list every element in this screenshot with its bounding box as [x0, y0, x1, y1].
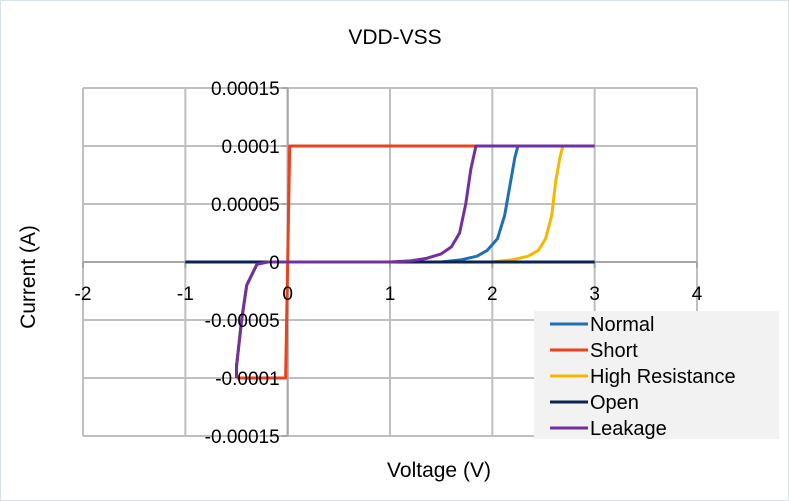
y-tick-label: 0.00015 [211, 79, 280, 100]
x-tick-label: -2 [75, 284, 92, 305]
x-tick-label: -1 [177, 284, 194, 305]
y-tick-label: 0.00005 [211, 195, 280, 216]
x-tick-label: 1 [385, 284, 396, 305]
y-tick-label: 0.0001 [222, 137, 280, 158]
chart-title: VDD-VSS [348, 26, 441, 49]
legend-label-leakage: Leakage [590, 418, 667, 440]
y-tick-label: -0.0001 [215, 369, 279, 390]
x-tick-label: 4 [692, 284, 703, 305]
legend-label-high-resistance: High Resistance [590, 366, 736, 388]
legend-label-open: Open [590, 392, 639, 414]
x-axis-label: Voltage (V) [387, 459, 491, 482]
x-tick-label: 0 [282, 284, 293, 305]
tick-labels: -0.00015-0.0001-0.0000500.000050.00010.0… [75, 79, 703, 448]
y-tick-label: -0.00015 [205, 427, 280, 448]
series-lines [185, 144, 595, 380]
y-tick-label: -0.00005 [205, 311, 280, 332]
y-tick-label: 0 [269, 253, 280, 274]
y-axis-label: Current (A) [17, 225, 40, 329]
x-tick-label: 2 [487, 284, 498, 305]
series-line-leakage [235, 144, 595, 378]
legend-label-normal: Normal [590, 314, 654, 336]
legend: Normal Short High Resistance Open Leakage [534, 311, 779, 440]
x-tick-label: 3 [589, 284, 600, 305]
legend-label-short: Short [590, 340, 638, 362]
